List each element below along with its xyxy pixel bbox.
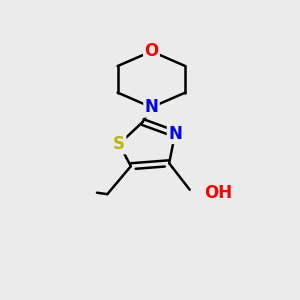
Text: S: S <box>113 135 125 153</box>
Text: OH: OH <box>205 184 232 202</box>
Text: O: O <box>144 42 159 60</box>
Text: N: N <box>168 125 182 143</box>
Text: N: N <box>145 98 158 116</box>
